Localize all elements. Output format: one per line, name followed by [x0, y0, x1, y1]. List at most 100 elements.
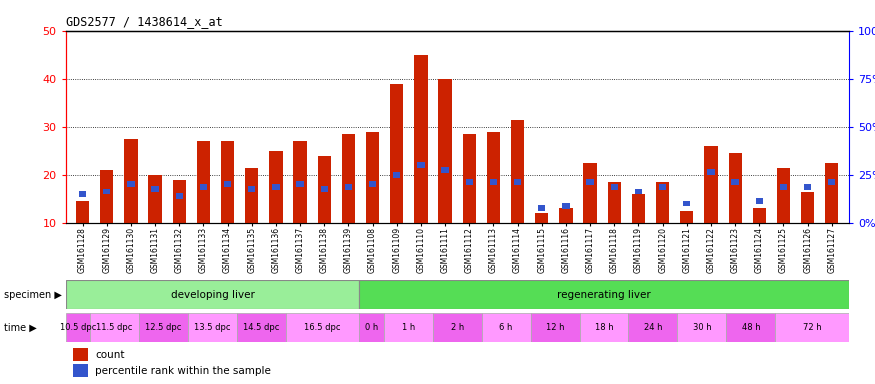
Text: 16.5 dpc: 16.5 dpc [304, 323, 341, 332]
Bar [248, 186, 255, 192]
Bar [801, 192, 815, 223]
Bar [100, 170, 114, 223]
Bar [775, 313, 849, 342]
Bar [481, 313, 530, 342]
Bar [272, 184, 280, 190]
Bar [390, 84, 403, 223]
Text: 0 h: 0 h [365, 323, 378, 332]
Text: developing liver: developing liver [171, 290, 255, 300]
Bar [360, 313, 384, 342]
Bar [729, 153, 742, 223]
Bar [74, 348, 88, 361]
Text: percentile rank within the sample: percentile rank within the sample [95, 366, 271, 376]
Bar [514, 179, 522, 185]
Bar [707, 169, 715, 175]
Bar [76, 201, 89, 223]
Bar [297, 182, 304, 187]
Bar [632, 194, 645, 223]
Text: 24 h: 24 h [644, 323, 662, 332]
Bar [124, 139, 137, 223]
Text: count: count [95, 349, 125, 359]
Bar [433, 313, 481, 342]
Text: 30 h: 30 h [693, 323, 711, 332]
Bar [417, 162, 424, 168]
Bar [634, 189, 642, 194]
Text: 1 h: 1 h [402, 323, 415, 332]
Bar [151, 186, 158, 192]
Bar [237, 313, 286, 342]
Text: 11.5 dpc: 11.5 dpc [96, 323, 133, 332]
Bar [559, 208, 572, 223]
Bar [74, 364, 88, 377]
Text: 10.5 dpc: 10.5 dpc [60, 323, 96, 332]
Bar [530, 313, 579, 342]
Bar [726, 313, 775, 342]
Text: 13.5 dpc: 13.5 dpc [194, 323, 231, 332]
Bar [704, 146, 717, 223]
Text: 18 h: 18 h [595, 323, 613, 332]
Text: 12 h: 12 h [546, 323, 564, 332]
Text: GDS2577 / 1438614_x_at: GDS2577 / 1438614_x_at [66, 15, 222, 28]
Bar [103, 189, 110, 194]
Bar [293, 141, 307, 223]
Bar [487, 131, 500, 223]
Bar [200, 184, 207, 190]
Text: 48 h: 48 h [741, 323, 760, 332]
Bar [442, 167, 449, 173]
Bar [656, 182, 669, 223]
Bar [752, 208, 766, 223]
Bar [804, 184, 811, 190]
Bar [683, 201, 690, 207]
Bar [270, 151, 283, 223]
Bar [172, 180, 186, 223]
Bar [586, 179, 594, 185]
Bar [825, 163, 838, 223]
Text: specimen ▶: specimen ▶ [4, 290, 62, 300]
Bar [197, 141, 210, 223]
Bar [320, 186, 328, 192]
Text: 14.5 dpc: 14.5 dpc [243, 323, 280, 332]
Bar [66, 280, 360, 309]
Bar [127, 182, 135, 187]
Bar [79, 191, 87, 197]
Bar [511, 119, 524, 223]
Bar [224, 182, 231, 187]
Bar [139, 313, 188, 342]
Bar [342, 134, 355, 223]
Bar [384, 313, 433, 342]
Bar [680, 211, 694, 223]
Bar [286, 313, 360, 342]
Bar [318, 156, 331, 223]
Bar [659, 184, 666, 190]
Bar [563, 203, 570, 209]
Text: 12.5 dpc: 12.5 dpc [145, 323, 182, 332]
Bar [345, 184, 352, 190]
Bar [220, 141, 234, 223]
Bar [188, 313, 237, 342]
Bar [466, 179, 472, 185]
Bar [756, 198, 763, 204]
Bar [732, 179, 738, 185]
Bar [780, 184, 788, 190]
Bar [777, 167, 790, 223]
Bar [360, 280, 849, 309]
Bar [66, 313, 90, 342]
Bar [628, 313, 677, 342]
Bar [176, 194, 183, 199]
Bar [366, 131, 379, 223]
Bar [438, 79, 452, 223]
Text: regenerating liver: regenerating liver [557, 290, 651, 300]
Bar [149, 175, 162, 223]
Bar [584, 163, 597, 223]
Bar [90, 313, 139, 342]
Text: 2 h: 2 h [451, 323, 464, 332]
Text: time ▶: time ▶ [4, 322, 37, 333]
Bar [579, 313, 628, 342]
Bar [607, 182, 621, 223]
Bar [538, 205, 545, 211]
Bar [490, 179, 497, 185]
Bar [369, 182, 376, 187]
Bar [393, 172, 401, 178]
Text: 72 h: 72 h [802, 323, 822, 332]
Bar [536, 213, 549, 223]
